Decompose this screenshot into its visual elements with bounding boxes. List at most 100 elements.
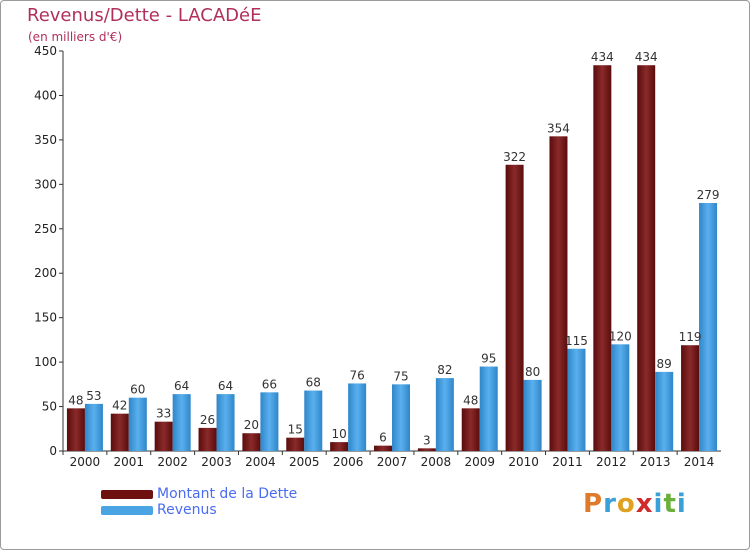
bar-dette-value-label: 15 [288,423,303,437]
x-tick-label: 2007 [377,455,408,469]
bar-revenus-value-label: 82 [437,363,452,377]
bar-dette-value-label: 354 [547,121,570,135]
x-tick-label: 2010 [508,455,539,469]
x-tick-label: 2002 [157,455,188,469]
x-tick-label: 2013 [640,455,671,469]
bar-dette [286,437,305,451]
bar-revenus [523,379,542,451]
x-tick-label: 2014 [684,455,715,469]
legend-label-revenus: Revenus [157,502,217,518]
x-tick-label: 2009 [464,455,495,469]
y-tick-label: 200 [34,266,57,280]
bar-dette [374,445,392,451]
legend-item-dette: Montant de la Dette [101,486,297,502]
bar-revenus-value-label: 120 [609,329,632,343]
bar-dette [242,433,261,451]
bar-dette [461,408,480,451]
bar-revenus [304,390,323,451]
bar-dette [549,136,568,452]
bar-revenus-value-label: 66 [262,377,277,391]
chart-legend: Montant de la Dette Revenus [101,486,297,518]
y-tick-label: 350 [34,133,57,147]
x-tick-label: 2004 [245,455,276,469]
chart-bars [66,65,718,452]
y-tick-label: 100 [34,355,57,369]
x-tick-label: 2008 [421,455,452,469]
y-tick-label: 50 [42,400,57,414]
bar-dette-value-label: 6 [379,431,387,445]
x-tick-label: 2001 [114,455,145,469]
bar-revenus [84,403,103,451]
y-tick-label: 0 [49,444,57,458]
bar-dette-value-label: 26 [200,413,215,427]
bar-revenus [479,366,498,451]
bar-revenus [611,344,630,451]
y-tick-label: 450 [34,44,57,58]
bar-dette [637,65,656,451]
bar-revenus-value-label: 279 [697,188,720,202]
y-tick-label: 250 [34,222,57,236]
bar-dette-value-label: 10 [331,427,346,441]
x-tick-label: 2012 [596,455,627,469]
bar-dette [681,345,700,451]
y-tick-label: 300 [34,177,57,191]
bar-revenus [216,394,235,451]
x-tick-label: 2005 [289,455,320,469]
bar-revenus [392,384,410,451]
x-tick-label: 2000 [70,455,101,469]
logo-letter: x [635,489,654,519]
bar-dette [66,408,85,451]
bar-revenus-value-label: 53 [86,389,101,403]
bar-revenus-value-label: 75 [393,369,408,383]
logo-letter: t [663,489,677,519]
bar-dette-value-label: 322 [503,150,526,164]
bar-dette-value-label: 48 [68,393,83,407]
bar-dette [154,421,173,451]
bar-revenus [567,348,586,451]
bar-dette-value-label: 42 [112,399,127,413]
chart-labels: 48 42 33 26 20 15 10 6 3 48 322 354 434 434 119 53 60 64 6… [68,50,719,447]
bar-dette-value-label: 3 [423,433,431,447]
logo-letter: P [583,489,604,519]
x-tick-label: 2003 [201,455,232,469]
legend-label-dette: Montant de la Dette [157,486,298,502]
bar-dette-value-label: 33 [156,407,171,421]
logo-letter: i [676,489,687,519]
bar-dette [110,413,129,451]
bar-revenus-value-label: 89 [657,357,672,371]
x-tick-label: 2006 [333,455,364,469]
bar-revenus-value-label: 64 [218,379,233,393]
bar-revenus [699,203,718,451]
bar-revenus [348,383,367,451]
chart-title: Revenus/Dette - LACADéE [27,5,262,26]
bar-dette [198,427,217,451]
bar-dette [593,65,612,451]
bar-revenus [172,394,191,451]
bar-revenus [128,397,147,451]
proxiti-logo: Proxiti [583,489,687,519]
legend-swatch-dette [101,489,153,499]
bar-dette-value-label: 119 [679,330,702,344]
bar-revenus-value-label: 76 [349,368,364,382]
logo-letter: r [603,489,617,519]
y-tick-label: 150 [34,311,57,325]
legend-item-revenus: Revenus [101,502,297,518]
bar-revenus [260,392,279,451]
logo-letter: o [616,489,636,519]
bar-dette [330,442,349,451]
bar-revenus-value-label: 80 [525,365,540,379]
bar-dette-value-label: 434 [635,50,658,64]
bar-revenus-value-label: 68 [306,376,321,390]
bar-dette-value-label: 48 [463,393,478,407]
bar-revenus [655,371,674,451]
bar-dette [417,448,436,451]
logo-letter: i [653,489,664,519]
bar-revenus [435,378,454,451]
x-tick-label: 2011 [552,455,583,469]
legend-swatch-revenus [101,505,153,515]
bar-dette [505,164,524,451]
bar-revenus-value-label: 115 [565,334,588,348]
y-tick-label: 400 [34,88,57,102]
